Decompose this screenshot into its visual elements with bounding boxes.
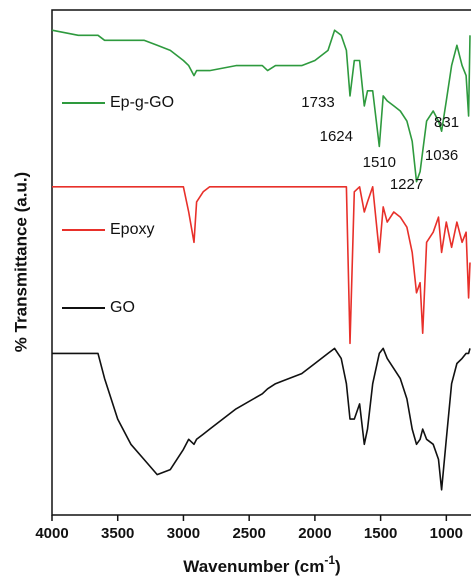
series-line bbox=[52, 186, 471, 345]
x-tick-label: 3000 bbox=[167, 525, 200, 542]
legend-label: GO bbox=[110, 299, 135, 316]
y-axis-label: % Transmittance (a.u.) bbox=[11, 172, 30, 352]
series-line bbox=[51, 29, 471, 183]
x-axis-label: Wavenumber (cm-1) bbox=[183, 553, 340, 576]
x-axis-label-text: Wavenumber (cm bbox=[183, 557, 324, 576]
legend-label: Ep-g-GO bbox=[110, 94, 174, 111]
x-axis-label-suffix: ) bbox=[335, 557, 341, 576]
x-tick-label: 2000 bbox=[298, 525, 331, 542]
x-tick-label: 1500 bbox=[364, 525, 397, 542]
x-tick-label: 2500 bbox=[232, 525, 265, 542]
peak-label: 1624 bbox=[320, 128, 353, 145]
x-tick-label: 3500 bbox=[101, 525, 134, 542]
peak-label: 1733 bbox=[301, 94, 334, 111]
peak-label: 1510 bbox=[363, 154, 396, 171]
plot-frame bbox=[51, 9, 471, 516]
peak-label: 1227 bbox=[390, 176, 423, 193]
peak-label: 1036 bbox=[425, 147, 458, 164]
x-axis-label-sup: -1 bbox=[324, 553, 335, 567]
legend-label: Epoxy bbox=[110, 221, 154, 238]
peak-label: 831 bbox=[434, 114, 459, 131]
x-tick-label: 1000 bbox=[430, 525, 463, 542]
series-line bbox=[52, 347, 471, 491]
x-tick-label: 4000 bbox=[35, 525, 68, 542]
